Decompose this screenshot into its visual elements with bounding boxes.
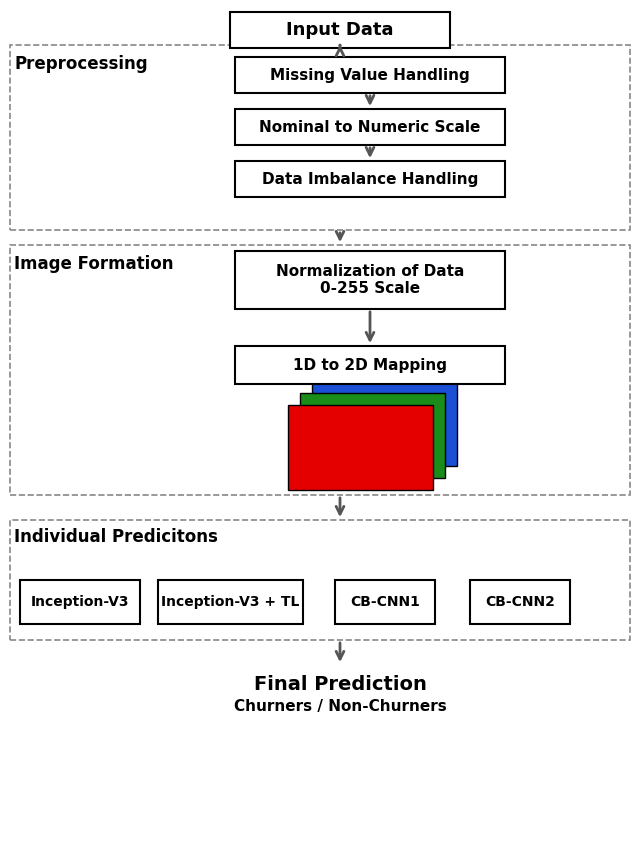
Bar xyxy=(235,57,505,93)
Text: Churners / Non-Churners: Churners / Non-Churners xyxy=(234,700,446,715)
Text: CB-CNN1: CB-CNN1 xyxy=(350,595,420,609)
Text: Normalization of Data
0-255 Scale: Normalization of Data 0-255 Scale xyxy=(276,264,464,296)
Bar xyxy=(20,580,140,624)
Text: Inception-V3 + TL: Inception-V3 + TL xyxy=(161,595,299,609)
Text: Nominal to Numeric Scale: Nominal to Numeric Scale xyxy=(259,120,481,134)
Bar xyxy=(235,109,505,145)
Bar xyxy=(230,12,450,48)
Text: Image Formation: Image Formation xyxy=(14,255,173,273)
Text: Final Prediction: Final Prediction xyxy=(253,676,426,694)
Bar xyxy=(157,580,303,624)
Bar xyxy=(335,580,435,624)
Text: Missing Value Handling: Missing Value Handling xyxy=(270,67,470,82)
Text: Input Data: Input Data xyxy=(286,21,394,39)
Bar xyxy=(10,45,630,230)
Text: Data Imbalance Handling: Data Imbalance Handling xyxy=(262,172,478,186)
Bar xyxy=(235,346,505,384)
Bar xyxy=(235,161,505,197)
Bar xyxy=(10,245,630,495)
Text: Individual Predicitons: Individual Predicitons xyxy=(14,528,218,546)
Bar xyxy=(300,393,445,478)
Bar xyxy=(470,580,570,624)
Text: Preprocessing: Preprocessing xyxy=(14,55,148,73)
Text: CB-CNN2: CB-CNN2 xyxy=(485,595,555,609)
Bar xyxy=(235,251,505,309)
Bar xyxy=(287,405,433,490)
Text: Inception-V3: Inception-V3 xyxy=(31,595,129,609)
Bar xyxy=(312,381,456,466)
Text: 1D to 2D Mapping: 1D to 2D Mapping xyxy=(293,358,447,372)
Bar xyxy=(10,520,630,640)
